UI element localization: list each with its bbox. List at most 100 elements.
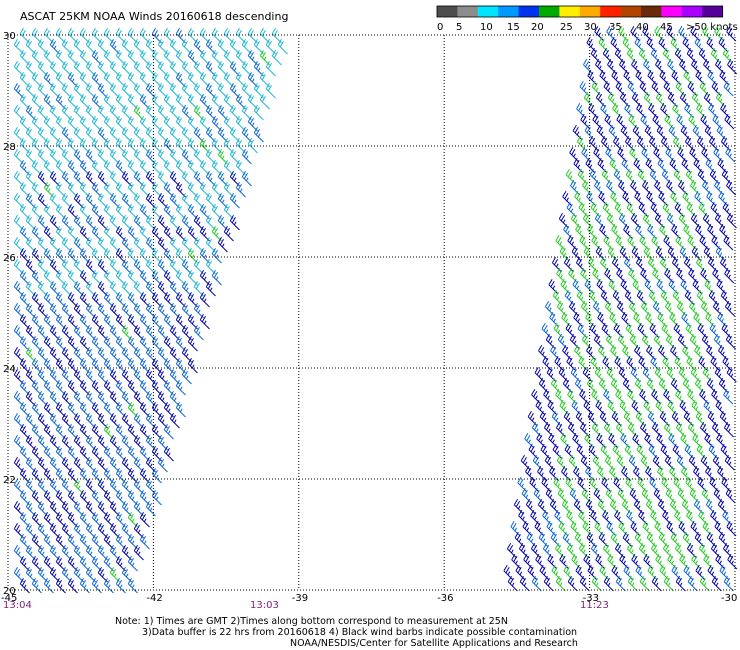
- wind-barb: [247, 115, 258, 132]
- wind-barb: [61, 346, 72, 363]
- wind-barb: [199, 247, 210, 264]
- wind-barb: [723, 234, 734, 251]
- wind-barb: [133, 302, 144, 319]
- wind-barb: [681, 465, 692, 482]
- wind-barb: [704, 432, 715, 449]
- wind-barb: [49, 170, 60, 187]
- wind-barb: [618, 520, 629, 537]
- wind-barb: [181, 346, 192, 363]
- wind-barb: [717, 157, 728, 174]
- wind-barb: [133, 544, 144, 561]
- wind-barb: [31, 357, 42, 374]
- wind-barb: [19, 533, 30, 550]
- wind-barb: [175, 27, 186, 44]
- wind-barb: [624, 102, 635, 119]
- wind-barb: [103, 533, 114, 550]
- wind-barb: [568, 267, 579, 284]
- wind-barb: [175, 225, 186, 242]
- wind-barb: [661, 476, 672, 493]
- wind-barb: [37, 478, 48, 495]
- wind-barb: [651, 234, 662, 251]
- wind-barb: [636, 289, 647, 306]
- wind-barb: [671, 223, 682, 240]
- wind-barb: [217, 126, 228, 143]
- wind-barb: [525, 498, 536, 515]
- wind-barb: [67, 71, 78, 88]
- wind-barb: [640, 113, 651, 130]
- wind-barb: [570, 212, 581, 229]
- wind-barb: [546, 366, 557, 383]
- wind-barb: [199, 313, 210, 330]
- wind-barb: [682, 531, 693, 548]
- wind-barb: [680, 432, 691, 449]
- wind-barb: [573, 157, 584, 174]
- wind-barb: [641, 487, 652, 504]
- wind-barb: [599, 69, 610, 86]
- wind-barb: [654, 366, 665, 383]
- wind-barb: [644, 432, 655, 449]
- wind-barb: [626, 355, 637, 372]
- wind-barb: [271, 49, 282, 66]
- wind-barb: [85, 258, 96, 275]
- wind-barb: [647, 410, 658, 427]
- wind-barb: [699, 421, 710, 438]
- wind-barb: [601, 168, 612, 185]
- wind-barb: [103, 577, 114, 594]
- wind-barb: [31, 225, 42, 242]
- wind-barb: [73, 544, 84, 561]
- wind-barb: [61, 170, 72, 187]
- wind-barb: [151, 489, 162, 506]
- wind-barb: [676, 267, 687, 284]
- wind-barb: [578, 355, 589, 372]
- wind-barb: [586, 344, 597, 361]
- wind-barb: [589, 168, 600, 185]
- lon-label: -36: [437, 593, 453, 604]
- wind-barb: [705, 465, 716, 482]
- wind-barb: [127, 335, 138, 352]
- wind-barb: [558, 366, 569, 383]
- wind-barb: [25, 346, 36, 363]
- wind-barb: [674, 509, 685, 526]
- wind-barb: [651, 80, 662, 97]
- wind-barb: [703, 399, 714, 416]
- wind-barb: [693, 465, 704, 482]
- wind-barb: [79, 379, 90, 396]
- wind-barb: [181, 280, 192, 297]
- wind-barb: [127, 423, 138, 440]
- wind-barb: [145, 236, 156, 253]
- wind-barb: [537, 498, 548, 515]
- wind-barb: [580, 300, 591, 317]
- wind-barb: [603, 234, 614, 251]
- wind-barb: [583, 553, 594, 570]
- wind-barb: [684, 102, 695, 119]
- wind-barb: [633, 311, 644, 328]
- legend-swatch: [477, 6, 499, 17]
- wind-barb: [97, 566, 108, 583]
- wind-barb: [566, 355, 577, 372]
- wind-barb: [109, 412, 120, 429]
- wind-barb: [109, 456, 120, 473]
- wind-barb: [37, 324, 48, 341]
- wind-barb: [37, 566, 48, 583]
- wind-barb: [682, 190, 693, 207]
- wind-barb: [55, 379, 66, 396]
- wind-barb: [643, 553, 654, 570]
- wind-barb: [720, 443, 731, 460]
- wind-barb: [687, 388, 698, 405]
- wind-barb: [25, 522, 36, 539]
- wind-barb: [13, 280, 24, 297]
- wind-barb: [157, 368, 168, 385]
- legend-swatch: [559, 6, 581, 17]
- wind-barb: [25, 456, 36, 473]
- wind-barb: [67, 555, 78, 572]
- wind-barb: [724, 454, 735, 471]
- wind-barb: [715, 91, 726, 108]
- wind-barb: [43, 577, 54, 594]
- wind-barb: [622, 531, 633, 548]
- wind-barb: [635, 223, 646, 240]
- lon-label: -45: [1, 593, 17, 604]
- wind-barb: [139, 467, 150, 484]
- wind-barb: [559, 245, 570, 262]
- wind-barb: [133, 346, 144, 363]
- wind-barb: [674, 201, 685, 218]
